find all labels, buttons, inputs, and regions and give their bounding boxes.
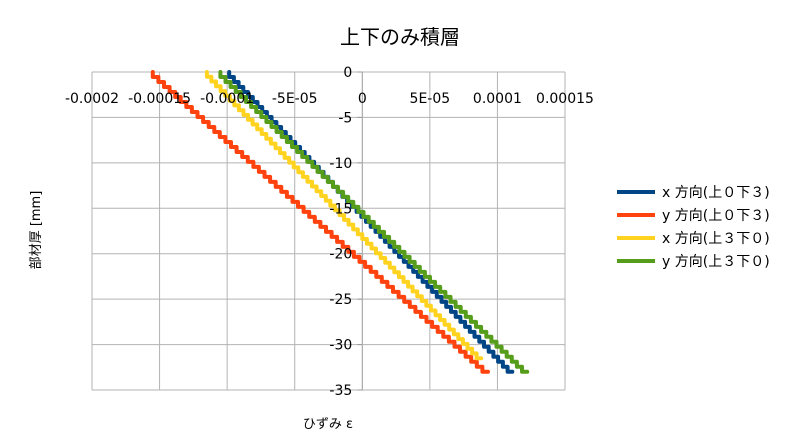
series-line-3	[204, 70, 484, 361]
legend: x 方向(上０下３) y 方向(上０下３) x 方向(上３下０) y 方向(上３下０)	[617, 185, 770, 270]
legend-entry: y 方向(上０下３)	[662, 208, 770, 224]
y-tick-label: -35	[329, 383, 352, 399]
y-tick-label: -5	[338, 110, 352, 126]
x-tick-label: -0.0002	[65, 91, 119, 107]
tick-labels: -0.0002 -0.00015 -0.0001 -5E-05 0 5E-05 0.0001…	[65, 65, 594, 399]
x-tick-label: -0.0001	[200, 91, 254, 107]
chart-title: 上下のみ積層	[340, 25, 460, 49]
y-tick-label: 0	[343, 65, 352, 81]
y-axis-label: 部材厚 [mm]	[29, 191, 44, 270]
y-tick-label: -25	[329, 292, 352, 308]
series-line-4	[218, 70, 530, 374]
legend-entry: x 方向(上０下３)	[662, 185, 770, 201]
legend-entry: y 方向(上３下０)	[662, 254, 770, 270]
y-tick-label: -10	[329, 156, 352, 172]
series-line-2	[150, 70, 490, 374]
x-axis-label: ひずみ ε	[303, 417, 353, 432]
x-tick-label: 5E-05	[410, 91, 451, 107]
y-tick-label: -20	[329, 247, 352, 263]
x-tick-label: 0	[358, 91, 367, 107]
plot-series	[150, 70, 530, 374]
y-tick-label: -15	[329, 201, 352, 217]
y-tick-label: -30	[329, 338, 352, 354]
x-tick-label: 0.00015	[536, 91, 594, 107]
x-tick-label: -5E-05	[272, 91, 318, 107]
x-tick-label: -0.00015	[128, 91, 191, 107]
legend-entry: x 方向(上３下０)	[662, 231, 770, 247]
grid	[91, 71, 566, 391]
x-tick-label: 0.0001	[473, 91, 522, 107]
